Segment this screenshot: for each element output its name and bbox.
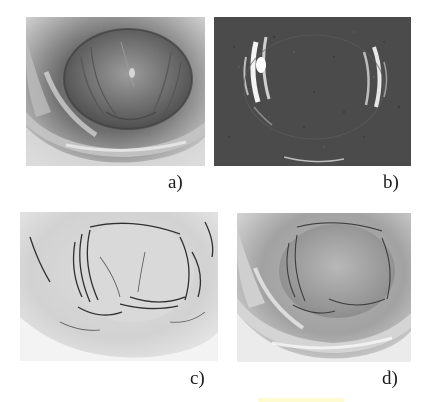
panel-d-label: d) [382,368,398,389]
highlight-mark [258,398,344,402]
panel-c-label: c) [190,368,205,389]
panel-b-image [214,17,411,166]
lumen-fold-contours-image [20,212,218,361]
lumen-grayscale-image [26,17,205,166]
panel-a-image [26,17,205,166]
panel-c-image [20,212,218,361]
panel-b-label: b) [383,172,399,193]
lumen-overlay-image [237,213,411,362]
lumen-edge-response-image [214,17,411,166]
panel-a-label: a) [168,172,183,193]
panel-d-image [237,213,411,362]
